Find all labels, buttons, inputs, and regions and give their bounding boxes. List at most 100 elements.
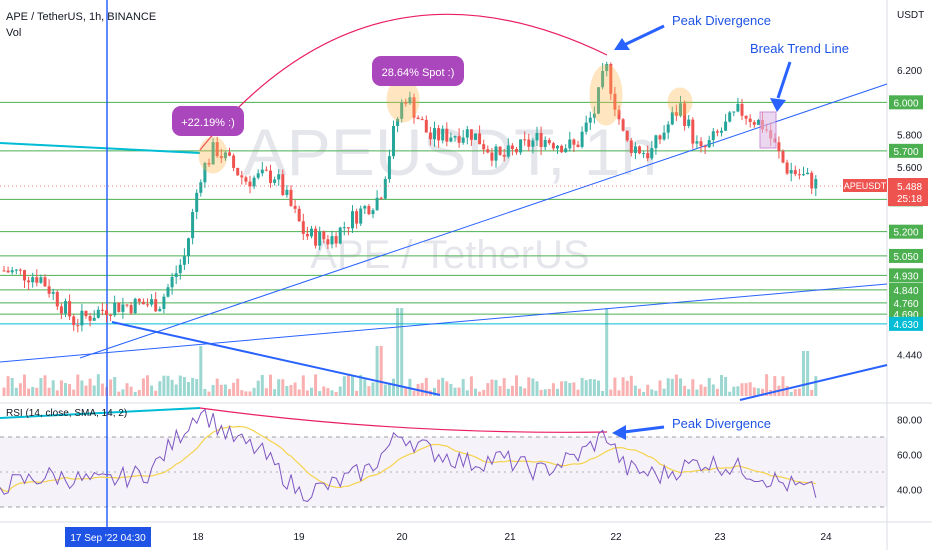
time-axis[interactable]: 18 19 20 21 22 23 24 (192, 532, 832, 543)
candle-body[interactable] (150, 299, 154, 305)
candle-body[interactable] (592, 113, 596, 118)
candle-body[interactable] (814, 179, 818, 189)
candle-body[interactable] (428, 132, 432, 140)
candle-body[interactable] (543, 139, 547, 148)
candle-body[interactable] (461, 137, 465, 143)
candle-body[interactable] (88, 316, 92, 321)
candle-body[interactable] (207, 163, 211, 165)
candle-body[interactable] (297, 208, 301, 222)
candle-body[interactable] (728, 112, 732, 122)
candle-body[interactable] (474, 133, 477, 140)
candles[interactable] (2, 61, 818, 333)
candle-body[interactable] (498, 146, 502, 155)
candle-body[interactable] (129, 305, 133, 314)
candle-body[interactable] (777, 142, 781, 152)
candle-body[interactable] (802, 174, 805, 176)
candle-body[interactable] (445, 128, 449, 142)
candle-body[interactable] (654, 135, 658, 149)
candle-body[interactable] (412, 97, 416, 118)
candle-body[interactable] (18, 269, 22, 271)
candle-body[interactable] (211, 142, 215, 165)
candle-body[interactable] (437, 128, 441, 141)
candle-body[interactable] (137, 298, 141, 302)
candle-body[interactable] (59, 306, 63, 314)
candle-body[interactable] (683, 103, 687, 126)
candle-body[interactable] (674, 112, 678, 116)
candle-body[interactable] (715, 131, 719, 133)
candle-body[interactable] (441, 128, 445, 141)
candle-body[interactable] (264, 169, 268, 171)
candle-body[interactable] (556, 145, 559, 149)
candle-body[interactable] (584, 122, 588, 132)
candle-body[interactable] (670, 112, 674, 125)
candle-body[interactable] (797, 174, 801, 176)
candle-body[interactable] (515, 149, 518, 153)
candle-body[interactable] (707, 140, 711, 148)
candle-body[interactable] (576, 144, 580, 147)
candle-body[interactable] (687, 119, 691, 126)
candle-body[interactable] (80, 310, 84, 326)
candle-body[interactable] (519, 139, 523, 153)
candle-body[interactable] (252, 177, 256, 187)
candle-body[interactable] (305, 233, 309, 237)
candle-body[interactable] (633, 146, 637, 153)
candle-body[interactable] (392, 125, 395, 157)
candle-body[interactable] (158, 308, 162, 312)
candle-body[interactable] (326, 239, 330, 245)
candle-body[interactable] (789, 170, 793, 174)
candle-body[interactable] (236, 167, 240, 176)
candle-body[interactable] (478, 133, 482, 145)
candle-body[interactable] (281, 174, 285, 195)
candle-body[interactable] (621, 119, 625, 131)
candle-body[interactable] (55, 292, 59, 307)
candle-body[interactable] (154, 299, 158, 312)
candle-body[interactable] (638, 146, 641, 154)
candle-body[interactable] (174, 273, 178, 277)
candle-body[interactable] (740, 103, 744, 116)
candle-body[interactable] (121, 304, 125, 312)
candle-body[interactable] (416, 117, 420, 120)
candle-body[interactable] (289, 189, 293, 206)
candle-body[interactable] (346, 227, 350, 229)
candle-body[interactable] (539, 132, 543, 148)
candle-body[interactable] (285, 189, 289, 195)
candle-body[interactable] (793, 170, 797, 175)
candle-body[interactable] (457, 136, 461, 143)
candle-body[interactable] (195, 192, 199, 213)
candle-body[interactable] (84, 310, 88, 317)
candle-body[interactable] (506, 145, 510, 157)
candle-body[interactable] (420, 119, 424, 121)
candle-body[interactable] (609, 63, 613, 94)
candle-body[interactable] (560, 145, 564, 153)
candle-body[interactable] (482, 144, 486, 150)
candle-body[interactable] (371, 210, 375, 215)
candle-body[interactable] (527, 139, 531, 147)
candle-body[interactable] (736, 103, 740, 112)
candle-body[interactable] (203, 163, 207, 183)
candle-body[interactable] (535, 132, 539, 141)
candle-body[interactable] (605, 63, 609, 71)
candle-body[interactable] (510, 145, 514, 150)
candle-body[interactable] (133, 298, 137, 314)
candle-body[interactable] (64, 301, 67, 314)
candle-body[interactable] (720, 130, 723, 133)
candle-body[interactable] (51, 292, 55, 294)
candle-body[interactable] (486, 149, 490, 153)
candle-body[interactable] (248, 181, 252, 187)
candle-body[interactable] (806, 172, 810, 175)
candle-body[interactable] (351, 211, 354, 229)
candle-body[interactable] (424, 119, 428, 133)
candle-body[interactable] (178, 264, 182, 274)
candle-body[interactable] (744, 115, 748, 119)
candle-body[interactable] (31, 277, 35, 283)
candle-body[interactable] (113, 302, 117, 316)
candle-body[interactable] (318, 231, 322, 246)
candle-body[interactable] (601, 70, 605, 88)
candle-body[interactable] (215, 142, 219, 157)
candle-body[interactable] (781, 151, 785, 163)
candle-body[interactable] (199, 182, 203, 193)
candle-body[interactable] (752, 122, 756, 125)
candle-body[interactable] (342, 227, 346, 229)
candle-body[interactable] (244, 177, 248, 182)
candle-body[interactable] (314, 228, 318, 246)
